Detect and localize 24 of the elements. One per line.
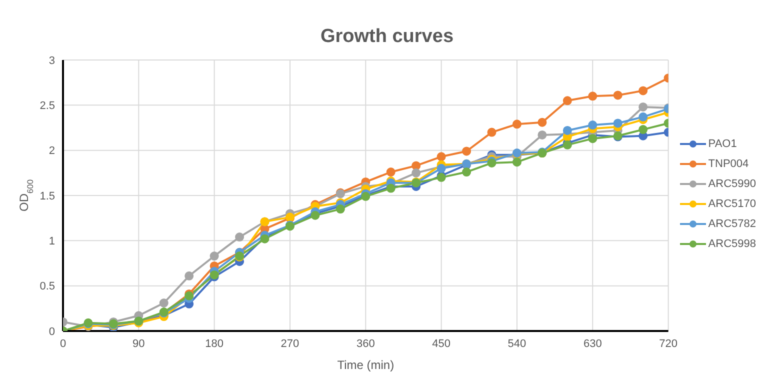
x-tick-label: 450 — [432, 338, 450, 350]
legend-label: ARC5998 — [708, 238, 756, 250]
x-tick-label: 360 — [356, 338, 375, 350]
x-tick-label: 0 — [60, 338, 66, 350]
x-tick-label: 180 — [205, 338, 224, 350]
x-tick-label: 540 — [508, 338, 526, 350]
chart-title: Growth curves — [319, 26, 455, 48]
x-tick-label: 90 — [132, 338, 145, 350]
x-tick-label: 270 — [280, 338, 300, 350]
y-tick-label: 2.5 — [40, 100, 55, 112]
y-tick-label: 3 — [48, 54, 55, 67]
legend-label: ARC5782 — [708, 218, 756, 230]
legend-label: TNP004 — [708, 158, 749, 170]
y-tick-label: 1.5 — [40, 190, 55, 202]
x-tick-label: 630 — [583, 338, 602, 350]
legend-label: ARC5990 — [708, 178, 756, 190]
y-tick-label: 1 — [48, 236, 55, 248]
y-tick-label: 0 — [48, 326, 55, 338]
y-tick-label: 2 — [48, 145, 55, 158]
x-axis-title: Time (min) — [337, 358, 394, 372]
y-tick-label: 0.5 — [40, 280, 55, 293]
x-tick-label: 720 — [659, 338, 678, 350]
legend-label: ARC5170 — [708, 198, 756, 210]
legend-label: PAO1 — [708, 138, 737, 150]
